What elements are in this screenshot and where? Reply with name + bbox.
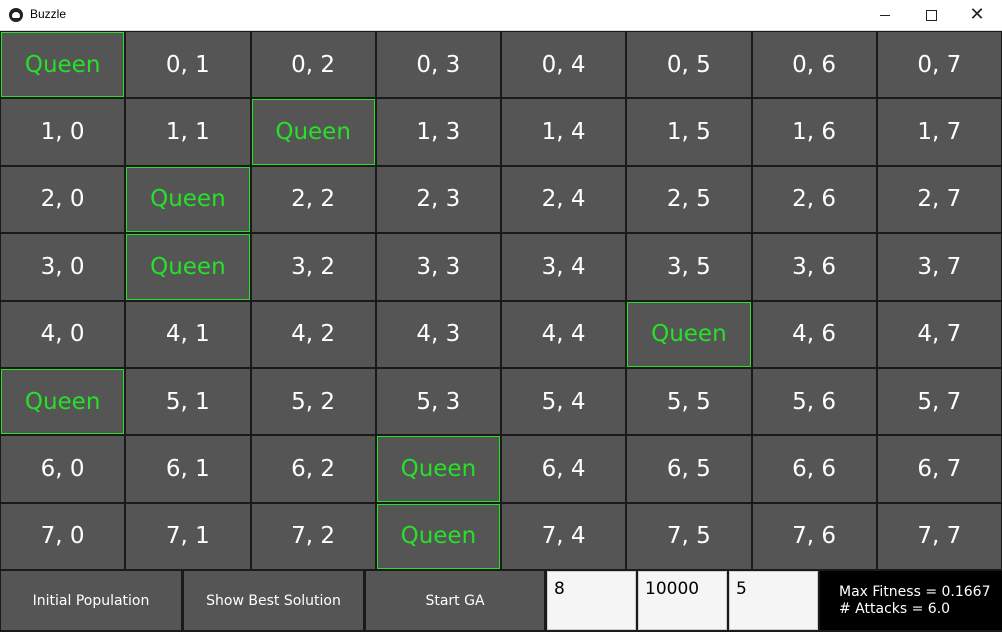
board-cell[interactable]: 7, 6	[752, 503, 876, 569]
board-cell[interactable]: 6, 1	[126, 436, 250, 502]
control-bar: Initial Population Show Best Solution St…	[0, 570, 1002, 632]
max-fitness-label: Max Fitness = 0.1667	[839, 584, 991, 600]
queen-cell[interactable]: Queen	[1, 368, 125, 435]
app-icon	[9, 8, 23, 22]
board-cell[interactable]: 3, 4	[502, 234, 626, 300]
board-cell[interactable]: 2, 0	[1, 166, 125, 233]
queen-cell[interactable]: Queen	[1, 32, 125, 98]
board-cell[interactable]: 4, 4	[502, 301, 626, 367]
queen-cell[interactable]: Queen	[126, 234, 250, 300]
initial-population-button[interactable]: Initial Population	[1, 571, 181, 630]
board-cell[interactable]: 1, 7	[877, 99, 1001, 165]
queen-cell[interactable]: Queen	[376, 436, 500, 502]
board-cell[interactable]: 0, 6	[752, 32, 876, 98]
board-cell[interactable]: 5, 2	[251, 368, 375, 435]
board-size-input[interactable]: 8	[547, 571, 636, 630]
board-cell[interactable]: 6, 7	[877, 436, 1001, 502]
close-icon: ✕	[969, 4, 985, 25]
board-cell[interactable]: 2, 4	[502, 166, 626, 233]
board-cell[interactable]: 2, 2	[251, 166, 375, 233]
board-cell[interactable]: 0, 5	[627, 32, 751, 98]
board-cell[interactable]: 5, 6	[752, 368, 876, 435]
show-best-solution-button[interactable]: Show Best Solution	[184, 571, 363, 630]
board-cell[interactable]: 0, 1	[126, 32, 250, 98]
window-title: Buzzle	[30, 7, 67, 21]
board-cell[interactable]: 0, 4	[502, 32, 626, 98]
board-cell[interactable]: 2, 3	[376, 166, 500, 233]
board-cell[interactable]: 7, 0	[1, 503, 125, 569]
attacks-label: # Attacks = 6.0	[839, 601, 951, 617]
board-cell[interactable]: 5, 1	[126, 368, 250, 435]
minimize-button[interactable]	[862, 0, 908, 30]
population-size-input[interactable]: 5	[729, 571, 818, 630]
board-cell[interactable]: 5, 5	[627, 368, 751, 435]
board-cell[interactable]: 1, 3	[376, 99, 500, 165]
board-cell[interactable]: 4, 3	[376, 301, 500, 367]
board-cell[interactable]: 7, 7	[877, 503, 1001, 569]
board-cell[interactable]: 1, 1	[126, 99, 250, 165]
maximize-icon	[925, 9, 937, 21]
minimize-icon	[880, 14, 890, 16]
board-cell[interactable]: 2, 5	[627, 166, 751, 233]
board-cell[interactable]: 6, 6	[752, 436, 876, 502]
board-cell[interactable]: 6, 0	[1, 436, 125, 502]
board-cell[interactable]: 4, 1	[126, 301, 250, 367]
board-cell[interactable]: 0, 3	[376, 32, 500, 98]
board-cell[interactable]: 4, 6	[752, 301, 876, 367]
maximize-button[interactable]	[908, 0, 954, 30]
board-cell[interactable]: 7, 2	[251, 503, 375, 569]
board-cell[interactable]: 5, 3	[376, 368, 500, 435]
generations-input[interactable]: 10000	[638, 571, 727, 630]
board-cell[interactable]: 7, 1	[126, 503, 250, 569]
start-ga-button[interactable]: Start GA	[366, 571, 544, 630]
board-cell[interactable]: 7, 5	[627, 503, 751, 569]
board-cell[interactable]: 3, 2	[251, 234, 375, 300]
title-bar: Buzzle ✕	[0, 0, 1002, 31]
board-cell[interactable]: 3, 3	[376, 234, 500, 300]
board-cell[interactable]: 3, 5	[627, 234, 751, 300]
board-cell[interactable]: 4, 0	[1, 301, 125, 367]
board-cell[interactable]: 4, 2	[251, 301, 375, 367]
board-cell[interactable]: 0, 7	[877, 32, 1001, 98]
board-cell[interactable]: 6, 4	[502, 436, 626, 502]
board-cell[interactable]: 6, 5	[627, 436, 751, 502]
board-cell[interactable]: 3, 7	[877, 234, 1001, 300]
queen-cell[interactable]: Queen	[627, 301, 751, 367]
board-cell[interactable]: 4, 7	[877, 301, 1001, 367]
stats-panel: Max Fitness = 0.1667 # Attacks = 6.0	[820, 571, 1002, 630]
board-cell[interactable]: 1, 5	[627, 99, 751, 165]
board-cell[interactable]: 1, 6	[752, 99, 876, 165]
board-cell[interactable]: 0, 2	[251, 32, 375, 98]
chess-board: Queen 0, 1 0, 2 0, 3 0, 4 0, 5 0, 6 0, 7 1, 0 1, …	[0, 31, 1002, 570]
board-cell[interactable]: 2, 6	[752, 166, 876, 233]
board-cell[interactable]: 1, 0	[1, 99, 125, 165]
board-cell[interactable]: 3, 0	[1, 234, 125, 300]
board-cell[interactable]: 6, 2	[251, 436, 375, 502]
board-cell[interactable]: 2, 7	[877, 166, 1001, 233]
board-cell[interactable]: 1, 4	[502, 99, 626, 165]
queen-cell[interactable]: Queen	[376, 503, 500, 569]
queen-cell[interactable]: Queen	[251, 99, 375, 165]
queen-cell[interactable]: Queen	[126, 166, 250, 233]
board-cell[interactable]: 7, 4	[502, 503, 626, 569]
board-cell[interactable]: 5, 7	[877, 368, 1001, 435]
board-cell[interactable]: 3, 6	[752, 234, 876, 300]
board-cell[interactable]: 5, 4	[502, 368, 626, 435]
close-button[interactable]: ✕	[954, 0, 1000, 30]
